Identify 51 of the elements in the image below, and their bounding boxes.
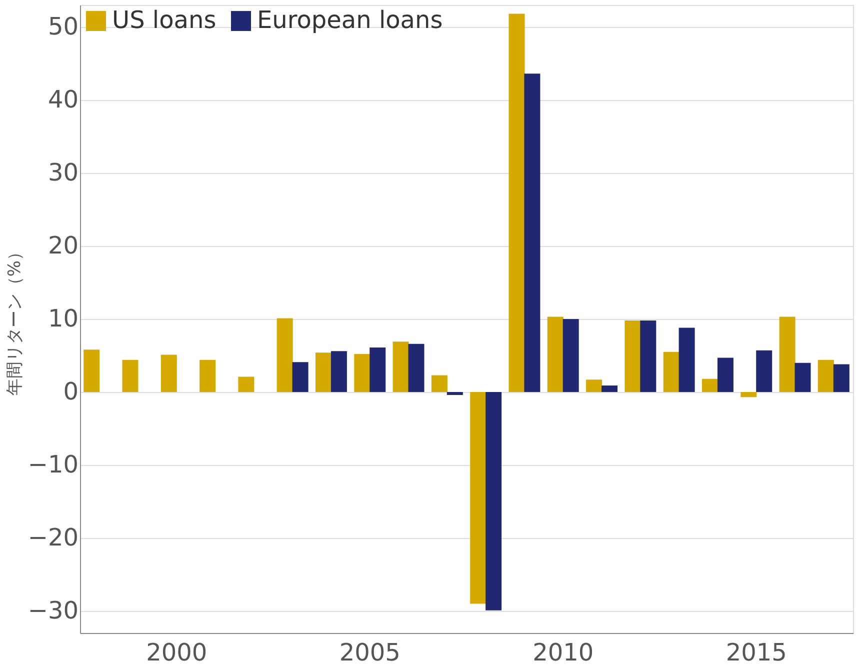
y-tick-label: 10 [48,304,78,332]
y-tick-label: −10 [28,450,78,479]
bar [794,362,811,392]
bar [833,364,850,392]
bar [330,351,347,392]
bar [315,352,332,392]
bar [238,376,254,392]
bar [431,375,448,392]
bar [370,347,386,392]
y-tick-label: 0 [63,378,78,406]
bar [160,354,177,392]
bar [392,342,409,392]
bar [122,360,138,392]
bar [756,350,772,392]
bar [508,14,525,392]
bar [446,392,463,395]
bar [524,74,540,392]
bar [292,362,308,392]
x-tick-label: 2010 [532,638,594,666]
bar [562,319,579,392]
bar [624,320,641,392]
bar [818,360,834,392]
y-tick-label: 40 [48,85,78,114]
y-tick-label: 20 [48,231,78,260]
legend-label: US loans [112,6,216,34]
bar [276,318,293,392]
bar [663,352,680,392]
bar [547,316,564,392]
x-tick-label: 2005 [339,638,400,666]
bar [640,320,656,392]
bar [602,385,618,392]
bar [678,328,695,392]
y-tick-label: −20 [28,524,78,552]
bar [84,350,100,392]
bar [408,344,424,392]
bar [200,360,216,392]
y-tick-label: 30 [48,158,78,186]
bar [586,380,602,392]
y-tick-label: 50 [48,12,78,40]
y-tick-label: −30 [28,596,78,625]
x-tick-label: 2000 [146,638,208,666]
bar [486,392,502,610]
y-axis-title: 年間リターン（%） [4,243,25,396]
bar [702,378,718,392]
bar [717,358,734,392]
bar [779,316,796,392]
x-tick-label: 2015 [726,638,787,666]
bar [740,392,757,398]
bar [470,392,486,604]
bar [354,354,370,392]
legend-label: European loans [257,6,443,34]
